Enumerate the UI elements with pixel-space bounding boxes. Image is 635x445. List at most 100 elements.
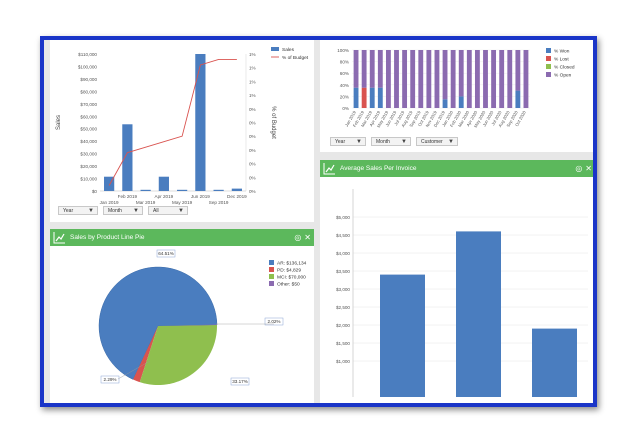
status-year-filter[interactable]: Year ▼ <box>330 137 366 146</box>
status-bar-segment <box>385 50 391 108</box>
pie-slice-mci <box>139 324 217 385</box>
chart-logo-icon <box>323 163 335 175</box>
pie-label: 2.29% <box>103 377 116 382</box>
status-bar-segment <box>353 50 359 88</box>
status-bar-segment <box>369 50 375 88</box>
y-tick-label: $3,000 <box>336 287 350 292</box>
y-tick-label: $60,000 <box>80 114 97 119</box>
y2-tick-label: 1% <box>249 79 256 84</box>
invoice-bar <box>456 231 501 397</box>
all-filter[interactable]: All ▼ <box>148 206 188 215</box>
status-bar-segment <box>442 50 448 100</box>
close-icon[interactable]: ✕ <box>585 164 592 173</box>
y-tick-label: $4,500 <box>336 233 350 238</box>
y-tick-label: $50,000 <box>80 127 97 132</box>
y-tick-label: $110,000 <box>78 52 97 57</box>
pie-panel-header: Sales by Product Line Pie ◎ ✕ <box>50 229 314 246</box>
legend-label: % Closed <box>554 65 575 71</box>
legend-label: % Won <box>554 49 570 55</box>
y-tick-label: $80,000 <box>80 89 97 94</box>
legend-swatch <box>269 267 274 272</box>
pie-panel: Sales by Product Line Pie ◎ ✕ 64.51% 2.02… <box>50 229 314 403</box>
status-bar-segment <box>377 87 383 108</box>
filter-icon: ▼ <box>356 138 362 145</box>
customer-filter-label: Customer <box>421 138 443 145</box>
y-tick-label: 100% <box>337 48 349 53</box>
customer-filter[interactable]: Customer ▼ <box>416 137 458 146</box>
y2-tick-label: 0% <box>249 134 256 139</box>
sales-bar <box>231 188 242 191</box>
filter-icon: ▼ <box>88 207 94 214</box>
status-bar-segment <box>377 50 383 88</box>
invoice-bar <box>380 274 425 397</box>
filter-icon: ▼ <box>448 138 454 145</box>
y-tick-label: $4,000 <box>336 251 350 256</box>
y-tick-label: 0% <box>342 106 349 111</box>
status-bar-segment <box>394 50 399 108</box>
y2-tick-label: 0% <box>249 148 256 153</box>
y-axis-title: Sales <box>56 115 62 130</box>
status-bar-segment <box>466 50 472 108</box>
status-bar-segment <box>402 50 408 108</box>
year-filter[interactable]: Year ▼ <box>58 206 98 215</box>
y2-tick-label: 0% <box>249 121 256 126</box>
invoice-chart: $5,000 $4,500 $4,000 $3,500 $3,000 $2,500 $2,0… <box>336 189 588 397</box>
sales-bar <box>158 176 169 191</box>
status-bar-segment <box>369 87 375 108</box>
y-tick-label: 60% <box>340 71 349 76</box>
pie-label: 2.02% <box>267 319 280 324</box>
invoice-panel: Average Sales Per Invoice ◎ ✕ $5,000 $4,5… <box>320 160 593 403</box>
legend-label: % Lost <box>554 57 569 63</box>
legend-label: PD: $4,829 <box>277 268 301 274</box>
x-tick-label: Jun 2019 <box>191 194 210 199</box>
status-bar-segment <box>474 50 480 108</box>
y-tick-label: $2,000 <box>336 323 350 328</box>
status-bar-segment <box>361 50 367 88</box>
y-tick-label: $40,000 <box>80 139 97 144</box>
pie-label: 64.51% <box>158 251 174 256</box>
year-filter-label: Year <box>63 207 74 214</box>
status-bar-segment <box>491 50 497 108</box>
pie-label: 33.17% <box>232 379 248 384</box>
status-month-filter-label: Month <box>376 138 390 145</box>
status-month-filter[interactable]: Month ▼ <box>371 137 411 146</box>
sales-bar <box>122 124 133 191</box>
pie-label-box <box>230 377 250 386</box>
y-tick-label: 40% <box>340 83 349 88</box>
invoice-panel-title: Average Sales Per Invoice <box>340 165 417 172</box>
status-bar-segment <box>507 50 513 108</box>
y-tick-label: $2,500 <box>336 305 350 310</box>
legend-swatch <box>546 56 551 61</box>
sales-chart-panel: $110,000 $100,000 $90,000 $80,000 $70,000 $60… <box>50 40 314 222</box>
legend-swatch <box>546 72 551 77</box>
status-bar-segment <box>515 90 521 108</box>
all-filter-label: All <box>153 207 159 214</box>
close-icon[interactable]: ✕ <box>304 233 311 242</box>
y2-tick-label: 1% <box>249 52 256 57</box>
x-tick-label: Apr 2019 <box>155 194 174 199</box>
sales-bar <box>213 189 224 191</box>
status-bar-segment <box>410 50 416 108</box>
status-bar-segment <box>450 50 456 108</box>
pie-panel-title: Sales by Product Line Pie <box>70 234 145 241</box>
y2-tick-label: 1% <box>249 66 256 71</box>
month-filter-label: Month <box>108 207 122 214</box>
month-filter[interactable]: Month ▼ <box>103 206 143 215</box>
legend-swatch <box>269 274 274 279</box>
x-tick-label: Jan 2019 <box>100 200 119 205</box>
pie-slice-other <box>158 324 217 326</box>
status-bar-segment <box>418 50 424 108</box>
y-tick-label: 20% <box>340 94 349 99</box>
status-bar-segment <box>499 50 505 108</box>
pie-label-box <box>156 249 176 258</box>
refresh-icon[interactable]: ◎ <box>294 233 302 242</box>
filter-icon: ▼ <box>133 207 139 214</box>
invoice-bar <box>532 328 577 397</box>
pie-label-leader <box>117 360 151 380</box>
status-bar-segment <box>426 50 432 108</box>
x-tick-label: Feb 2019 <box>118 194 138 199</box>
sales-bar <box>104 176 115 191</box>
refresh-icon[interactable]: ◎ <box>575 164 583 173</box>
